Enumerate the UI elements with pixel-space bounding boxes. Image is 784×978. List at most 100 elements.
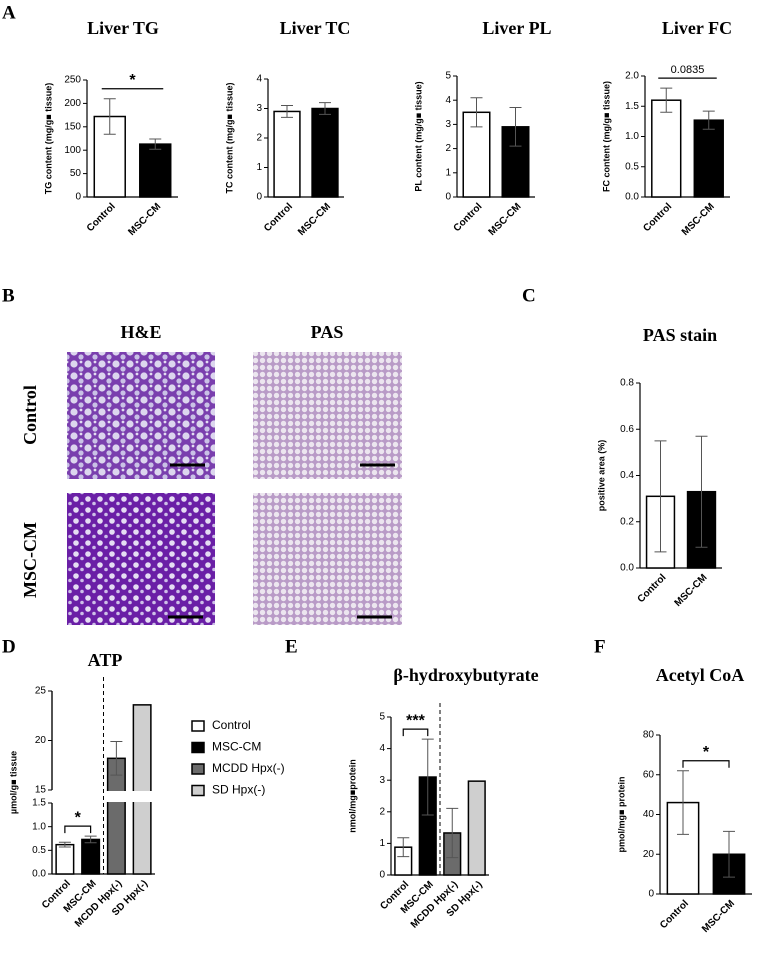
x-tick-label: MSC-CM — [680, 201, 717, 238]
y-tick-label: 100 — [64, 145, 81, 156]
y-tick-label: 2 — [379, 806, 385, 817]
bar — [106, 757, 126, 875]
y-tick-label: 2 — [256, 133, 262, 144]
y-tick-label: 150 — [64, 121, 81, 132]
y-tick-label: 1.5 — [32, 798, 46, 809]
y-axis-label: nmol/mg■protein — [347, 759, 357, 832]
error-bar — [509, 106, 522, 147]
y-axis-label: µmol/g■ tissue — [8, 751, 18, 814]
y-tick-label: 2 — [445, 143, 451, 154]
y-tick-label: 0.0 — [620, 563, 634, 574]
y-axis-label: TC content (mg/g■ tissue) — [224, 83, 234, 194]
y-tick-label: 0.6 — [620, 424, 634, 435]
y-tick-label: 20 — [35, 735, 47, 746]
x-tick-label: MSC-CM — [673, 572, 710, 609]
x-tick-label: Control — [85, 201, 118, 234]
y-tick-label: 2.0 — [625, 71, 639, 82]
y-tick-label: 3 — [256, 103, 262, 114]
x-tick-label: Control — [658, 898, 691, 931]
x-tick-label: MSC-CM — [487, 201, 524, 238]
chart-title: Liver TG — [87, 18, 159, 38]
error-bar — [702, 110, 715, 130]
significance-label: *** — [406, 712, 425, 729]
y-axis-label: FC content (mg/g■ tissue) — [601, 81, 611, 192]
error-bar — [446, 807, 459, 859]
error-bar — [723, 830, 735, 878]
panel-letter: B — [2, 285, 15, 306]
panel-letter: E — [285, 636, 298, 657]
legend-label: SD Hpx(-) — [212, 783, 265, 797]
bar — [273, 110, 301, 198]
y-axis-label: PL content (mg/g■ tissue) — [413, 81, 423, 191]
bar — [139, 143, 172, 198]
y-tick-label: 1.0 — [625, 131, 639, 142]
y-tick-label: 1 — [379, 838, 385, 849]
error-bar — [660, 87, 673, 113]
chart-title: ATP — [88, 650, 123, 670]
y-tick-label: 50 — [70, 168, 82, 179]
y-tick-label: 3 — [445, 119, 451, 130]
x-tick-label: Control — [452, 201, 485, 234]
chart-title: PAS stain — [643, 325, 717, 345]
bar — [693, 119, 724, 198]
y-tick-label: 250 — [64, 75, 81, 86]
y-tick-label: 0 — [648, 889, 654, 900]
y-tick-label: 40 — [643, 809, 655, 820]
panel-letter: A — [2, 2, 16, 23]
error-bar — [110, 740, 123, 776]
column-label: H&E — [120, 322, 161, 342]
legend-swatch — [191, 763, 205, 775]
panel-letter: C — [522, 285, 536, 306]
y-axis-label: TG content (mg/g■ tissue) — [43, 83, 53, 194]
bar — [55, 843, 75, 875]
x-tick-label: MSC-CM — [296, 201, 333, 238]
bar — [311, 107, 339, 198]
bar — [81, 838, 101, 875]
y-tick-label: 0.2 — [620, 516, 634, 527]
error-bar — [677, 770, 689, 835]
y-tick-label: 15 — [35, 785, 47, 796]
error-bar — [397, 837, 410, 858]
x-tick-label: Control — [641, 201, 674, 234]
x-tick-label: Control — [262, 201, 295, 234]
row-label: Control — [20, 385, 40, 445]
y-tick-label: 4 — [256, 74, 262, 85]
error-bar — [149, 138, 162, 150]
column-label: PAS — [311, 322, 344, 342]
y-tick-label: 0.0 — [625, 192, 639, 203]
y-tick-label: 0.4 — [620, 470, 634, 481]
error-bar — [319, 102, 331, 115]
micrograph — [67, 493, 215, 625]
chart-title: Acetyl CoA — [656, 665, 744, 685]
legend-swatch — [191, 784, 205, 797]
chart-title: β-hydroxybutyrate — [393, 665, 538, 685]
y-tick-label: 4 — [445, 95, 451, 106]
row-label: MSC-CM — [20, 522, 40, 598]
y-tick-label: 200 — [64, 98, 81, 109]
chart-title: Liver PL — [482, 18, 551, 38]
significance-label: * — [129, 72, 136, 89]
legend-label: Control — [212, 718, 251, 732]
y-tick-label: 1.5 — [625, 101, 639, 112]
y-tick-label: 0.5 — [32, 845, 46, 856]
error-bar — [421, 738, 434, 816]
bar — [132, 704, 152, 875]
y-tick-label: 0.8 — [620, 378, 634, 389]
error-bar — [103, 98, 116, 135]
x-tick-label: Control — [636, 572, 669, 605]
significance-bracket — [402, 728, 429, 737]
y-tick-label: 60 — [643, 769, 655, 780]
micrograph-panel: B H&E PAS Control MSC-CM — [2, 285, 402, 625]
y-tick-label: 20 — [643, 849, 655, 860]
legend-label: MCDD Hpx(-) — [212, 761, 285, 775]
panel-letter: F — [594, 636, 606, 657]
y-tick-label: 25 — [35, 686, 47, 697]
legend-swatch — [191, 720, 205, 732]
panel-letter: D — [2, 636, 16, 657]
error-bar — [695, 435, 708, 548]
y-tick-label: 0.5 — [625, 161, 639, 172]
y-tick-label: 1 — [256, 162, 262, 173]
y-tick-label: 1 — [445, 167, 451, 178]
axis-break — [46, 791, 157, 802]
significance-label: * — [703, 744, 710, 761]
